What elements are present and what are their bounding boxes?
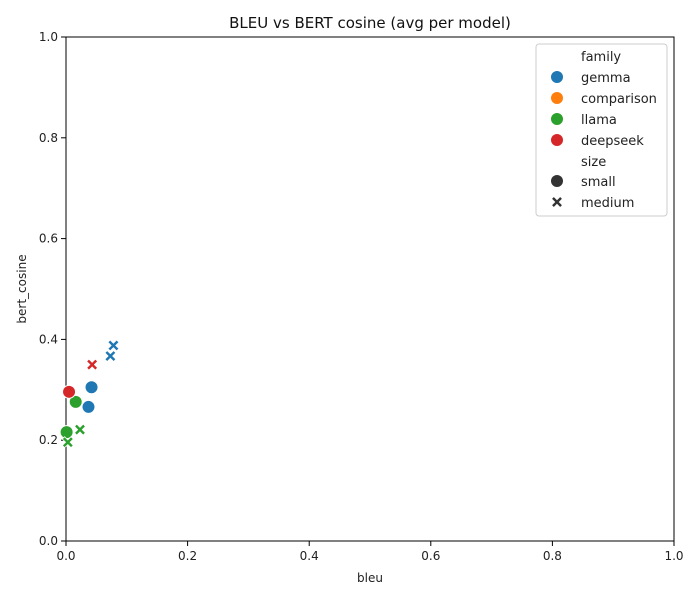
legend-marker-small (550, 174, 564, 188)
legend-marker-gemma (550, 70, 564, 84)
x-tick-label: 0.6 (421, 549, 440, 563)
legend-box (535, 43, 668, 217)
legend: family gemma comparison llama deepseek size… (535, 43, 668, 217)
y-tick-label: 1.0 (39, 30, 58, 44)
y-axis-label: bert_cosine (15, 254, 29, 323)
data-points (59, 339, 120, 449)
legend-marker-deepseek (550, 133, 564, 147)
legend-label-llama: llama (581, 113, 617, 128)
plot-area (65, 36, 675, 542)
legend-marker-llama (550, 112, 564, 126)
x-tick-label: 0.2 (178, 549, 197, 563)
y-axis-ticks: 0.0 0.2 0.4 0.6 0.8 1.0 (39, 30, 66, 548)
legend-label-comparison: comparison (581, 92, 657, 107)
legend-label-gemma: gemma (581, 71, 631, 86)
data-point-llama-medium (73, 423, 87, 436)
legend-style-title: size (581, 155, 606, 170)
x-tick-label: 1.0 (664, 549, 683, 563)
legend-hue-title: family (581, 50, 621, 65)
data-point-deepseek-medium (86, 358, 99, 371)
y-tick-label: 0.6 (39, 232, 58, 246)
data-point-deepseek-small (62, 384, 77, 399)
y-tick-label: 0.4 (39, 332, 58, 346)
data-point-gemma-medium (107, 339, 120, 352)
x-tick-label: 0.8 (543, 549, 562, 563)
x-tick-label: 0.4 (300, 549, 319, 563)
chart-title: BLEU vs BERT cosine (avg per model) (229, 14, 511, 32)
legend-label-small: small (581, 175, 616, 190)
data-point-gemma-medium (104, 349, 117, 363)
legend-label-medium: medium (581, 196, 634, 211)
legend-marker-comparison (550, 91, 564, 105)
y-tick-label: 0.0 (39, 534, 58, 548)
data-point-llama-medium (61, 436, 74, 449)
x-tick-label: 0.0 (56, 549, 75, 563)
data-point-gemma-small (84, 380, 99, 395)
x-axis-ticks: 0.0 0.2 0.4 0.6 0.8 1.0 (56, 541, 684, 563)
x-axis-label: bleu (357, 571, 383, 585)
legend-marker-medium (550, 195, 564, 209)
y-tick-label: 0.2 (39, 433, 58, 447)
data-point-gemma-small (81, 399, 96, 414)
legend-label-deepseek: deepseek (581, 134, 644, 149)
y-tick-label: 0.8 (39, 131, 58, 145)
data-point-llama-small (68, 394, 83, 409)
